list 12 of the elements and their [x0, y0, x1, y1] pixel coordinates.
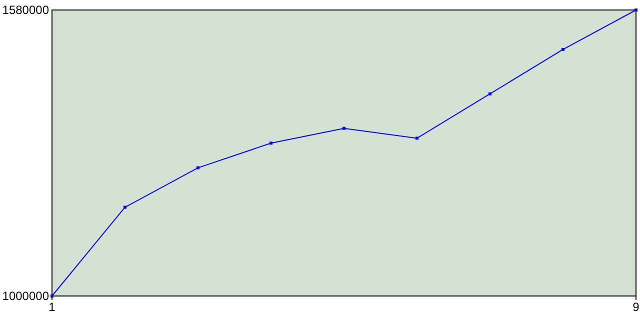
x-tick-label: 1 [48, 300, 56, 314]
point [196, 166, 200, 170]
y-tick-label: 1580000 [2, 3, 50, 18]
x-tick-label: 9 [632, 300, 640, 314]
y-tick-label: 1000000 [2, 289, 50, 304]
point [416, 136, 418, 140]
point [270, 142, 272, 145]
line-series [50, 8, 638, 298]
point [342, 126, 346, 130]
point [562, 48, 564, 51]
point [124, 206, 126, 209]
point [488, 92, 492, 96]
